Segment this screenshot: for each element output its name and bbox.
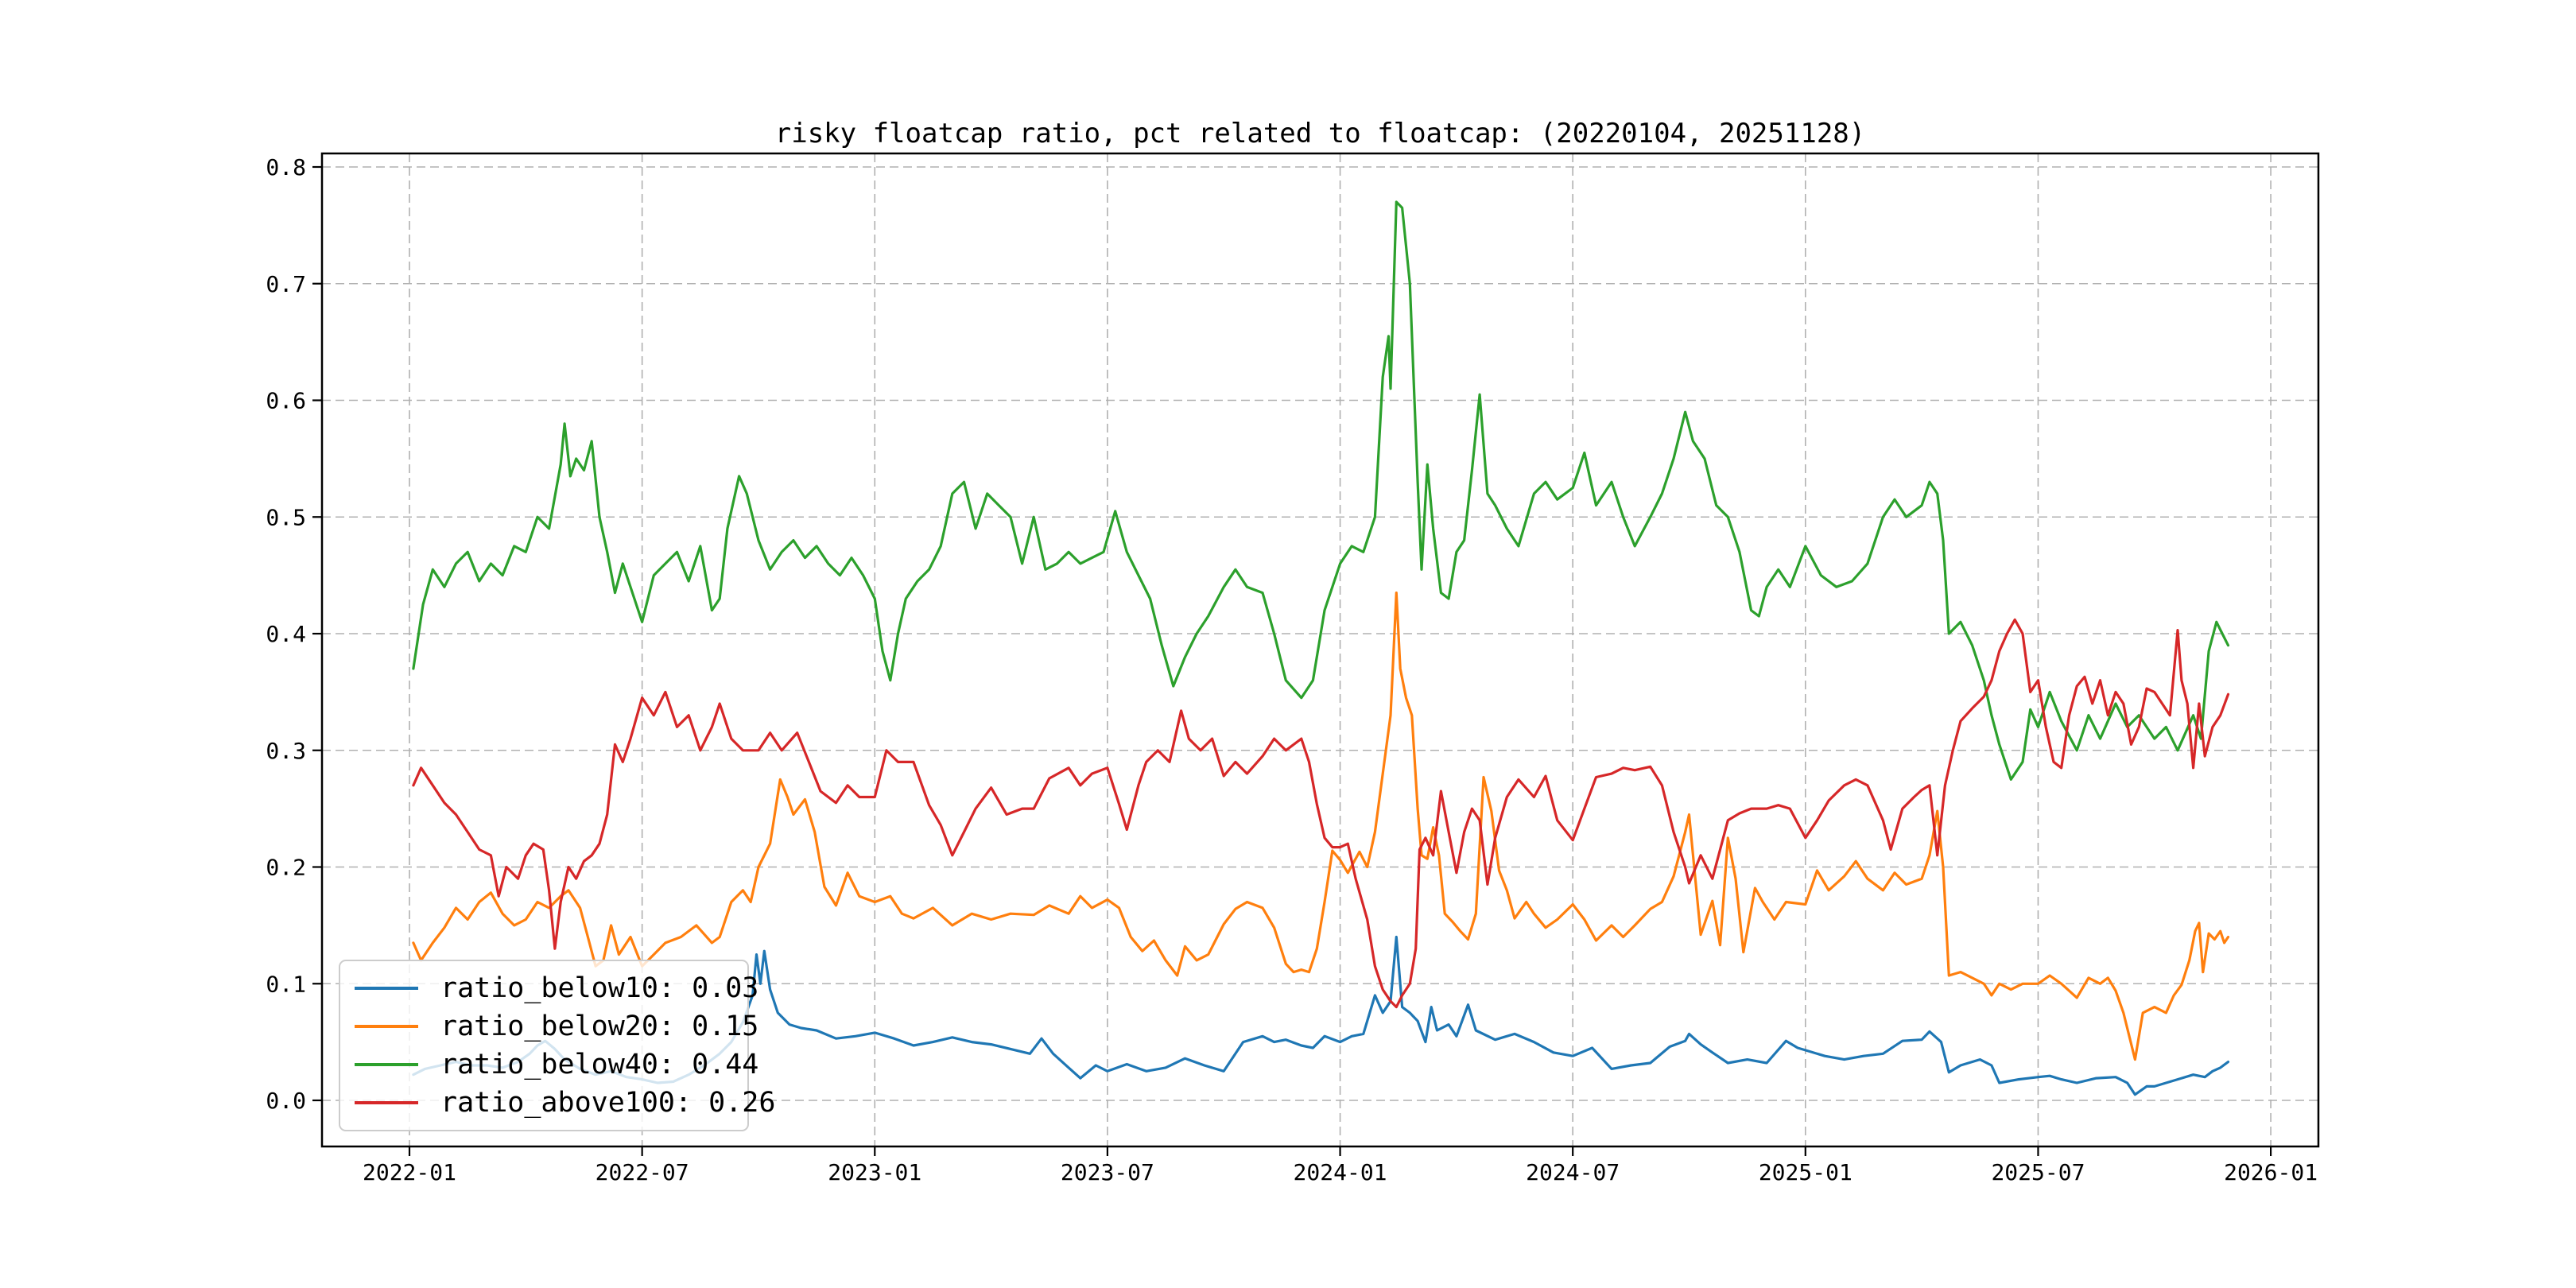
legend-swatch-ratio_below10-line-icon — [355, 987, 418, 990]
axis-ticks — [312, 165, 2272, 1156]
x-tick-label: 2024-01 — [1294, 1159, 1387, 1185]
legend-swatch-ratio_below40-line-icon — [355, 1063, 418, 1066]
legend: ratio_below10: 0.03 ratio_below20: 0.15 … — [339, 960, 775, 1131]
x-tick-label: 2022-07 — [596, 1159, 689, 1185]
y-tick-label: 0.8 — [266, 154, 306, 180]
y-tick-label: 0.6 — [266, 388, 306, 414]
series-line-ratio_below20 — [412, 592, 2230, 1061]
y-tick-label: 0.1 — [266, 971, 306, 997]
y-tick-labels: 0.0 0.1 0.2 0.3 0.4 0.5 0.6 0.7 0.8 — [266, 154, 306, 1114]
legend-item-ratio_below40: ratio_below40: 0.44 — [355, 1049, 758, 1080]
legend-label-ratio_below20: ratio_below20: 0.15 — [440, 1011, 759, 1042]
x-tick-label: 2026-01 — [2224, 1159, 2318, 1185]
chart-title: risky floatcap ratio, pct related to flo… — [774, 118, 1866, 149]
legend-item-ratio_below10: ratio_below10: 0.03 — [355, 972, 758, 1004]
x-tick-label: 2023-01 — [828, 1159, 921, 1185]
y-tick-label: 0.3 — [266, 738, 306, 764]
legend-swatch-ratio_above100-line-icon — [355, 1101, 418, 1104]
legend-label-ratio_below40: ratio_below40: 0.44 — [440, 1049, 759, 1080]
plot-spines — [320, 152, 2320, 1148]
y-tick-label: 0.2 — [266, 855, 306, 881]
legend-item-ratio_below20: ratio_below20: 0.15 — [355, 1011, 758, 1042]
y-tick-label: 0.0 — [266, 1088, 306, 1114]
x-tick-labels: 2022-01 2022-07 2023-01 2023-07 2024-01 2024-… — [363, 1159, 2318, 1185]
legend-label-ratio_above100: ratio_above100: 0.26 — [440, 1087, 776, 1119]
x-tick-label: 2023-07 — [1061, 1159, 1154, 1185]
legend-swatch-ratio_below20-line-icon — [355, 1025, 418, 1028]
x-tick-label: 2024-07 — [1526, 1159, 1620, 1185]
x-tick-label: 2025-01 — [1759, 1159, 1852, 1185]
x-tick-label: 2022-01 — [363, 1159, 456, 1185]
legend-label-ratio_below10: ratio_below10: 0.03 — [440, 972, 759, 1004]
series-line-ratio_above100 — [412, 618, 2230, 1009]
y-tick-label: 0.7 — [266, 271, 306, 297]
series-line-ratio_below40 — [412, 200, 2230, 781]
y-tick-label: 0.4 — [266, 621, 306, 647]
legend-item-ratio_above100: ratio_above100: 0.26 — [355, 1087, 775, 1119]
x-tick-label: 2025-07 — [1991, 1159, 2085, 1185]
y-tick-label: 0.5 — [266, 504, 306, 530]
